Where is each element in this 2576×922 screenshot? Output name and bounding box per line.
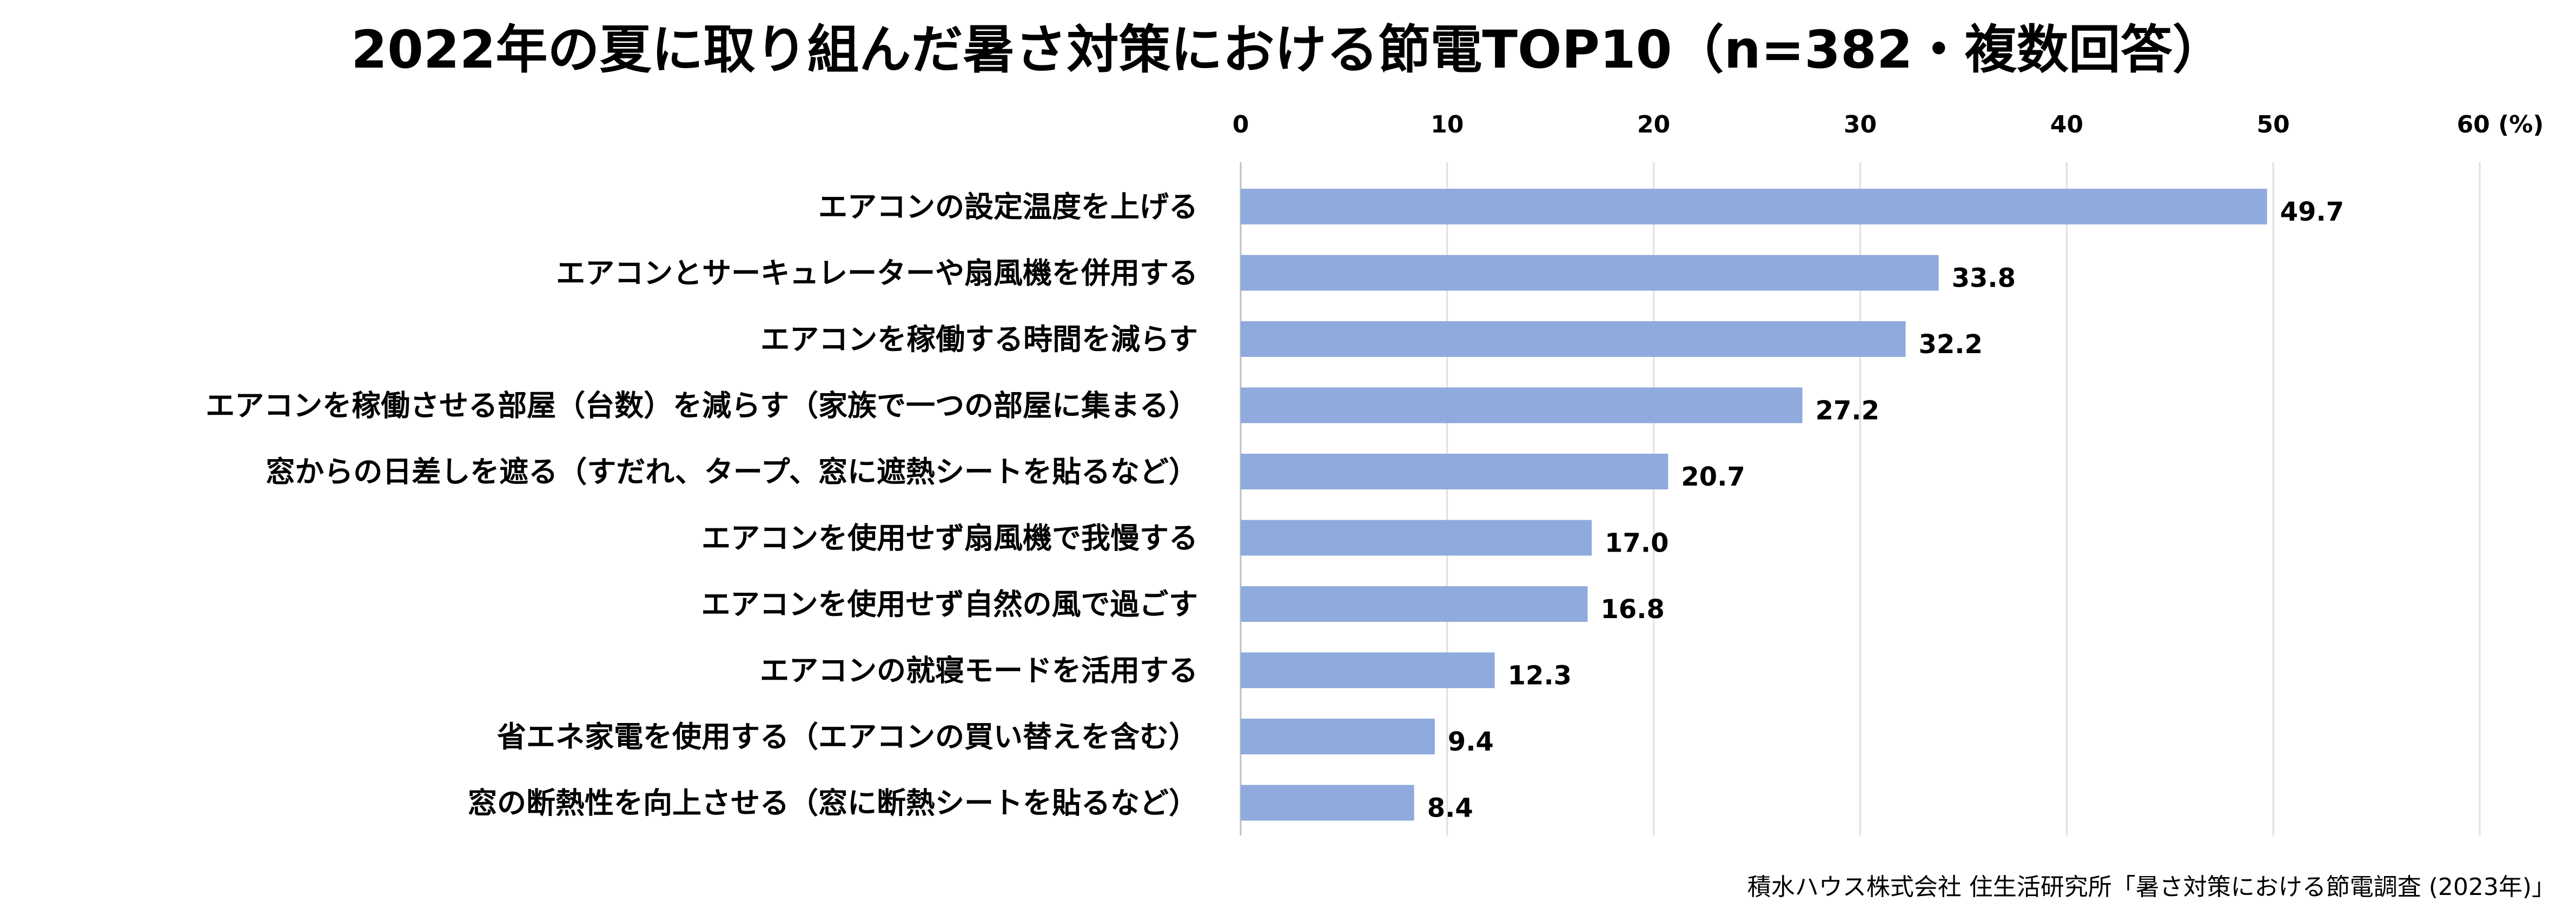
category-label: エアコンを稼働する時間を減らす: [760, 322, 1198, 356]
value-label: 16.8: [1600, 594, 1664, 625]
bars: [1241, 189, 2267, 821]
category-label: エアコンを使用せず自然の風で過ごす: [701, 587, 1198, 621]
value-label: 8.4: [1427, 793, 1473, 824]
chart-title: 2022年の夏に取り組んだ暑さ対策における節電TOP10（n=382・複数回答）: [351, 19, 2224, 80]
category-label: 窓からの日差しを遮る（すだれ、タープ、窓に遮熱シートを貼るなど）: [266, 455, 1198, 489]
value-label: 17.0: [1605, 528, 1668, 559]
value-label: 27.2: [1816, 396, 1879, 426]
bar: [1241, 255, 1939, 291]
value-label: 49.7: [2280, 197, 2344, 227]
category-labels: エアコンの設定温度を上げるエアコンとサーキュレーターや扇風機を併用するエアコンを…: [206, 190, 1198, 820]
value-labels: 49.7 33.8 32.2 27.2 20.7 17.0 16.8 12.3 9.4 8.4: [1427, 197, 2344, 824]
bar: [1241, 586, 1588, 622]
bar: [1241, 652, 1495, 688]
bar: [1241, 321, 1906, 357]
x-tick-label: 10: [1431, 111, 1464, 138]
bar: [1241, 520, 1592, 556]
x-tick-label: 30: [1844, 111, 1877, 138]
category-label: エアコンを稼働させる部屋（台数）を減らす（家族で一つの部屋に集まる）: [206, 389, 1198, 423]
bar: [1241, 189, 2267, 224]
x-tick-label: 40: [2050, 111, 2083, 138]
value-label: 33.8: [1952, 263, 2016, 294]
bar: [1241, 785, 1414, 821]
bar: [1241, 454, 1668, 489]
category-label: エアコンの設定温度を上げる: [818, 190, 1198, 224]
x-tick-label: 50: [2257, 111, 2290, 138]
value-label: 12.3: [1508, 661, 1572, 691]
x-tick-label: 0: [1233, 111, 1249, 138]
category-label: 窓の断熱性を向上させる（窓に断熱シートを貼るなど）: [468, 786, 1198, 820]
x-axis-ticks: 0 10 20 30 40 50 60 (%): [1233, 111, 2544, 138]
category-label: エアコンを使用せず扇風機で我慢する: [701, 521, 1198, 555]
x-tick-label: 20: [1637, 111, 1670, 138]
category-label: エアコンの就寝モードを活用する: [760, 654, 1198, 688]
bar: [1241, 719, 1435, 754]
value-label: 20.7: [1681, 462, 1745, 492]
value-label: 32.2: [1919, 329, 1983, 360]
source-note: 積水ハウス株式会社 住生活研究所「暑さ対策における節電調査 (2023年)」: [1747, 873, 2555, 901]
x-tick-label: 60 (%): [2457, 111, 2544, 138]
category-label: エアコンとサーキュレーターや扇風機を併用する: [556, 256, 1198, 290]
value-label: 9.4: [1448, 727, 1494, 757]
bar: [1241, 387, 1803, 423]
category-label: 省エネ家電を使用する（エアコンの買い替えを含む）: [497, 720, 1198, 754]
